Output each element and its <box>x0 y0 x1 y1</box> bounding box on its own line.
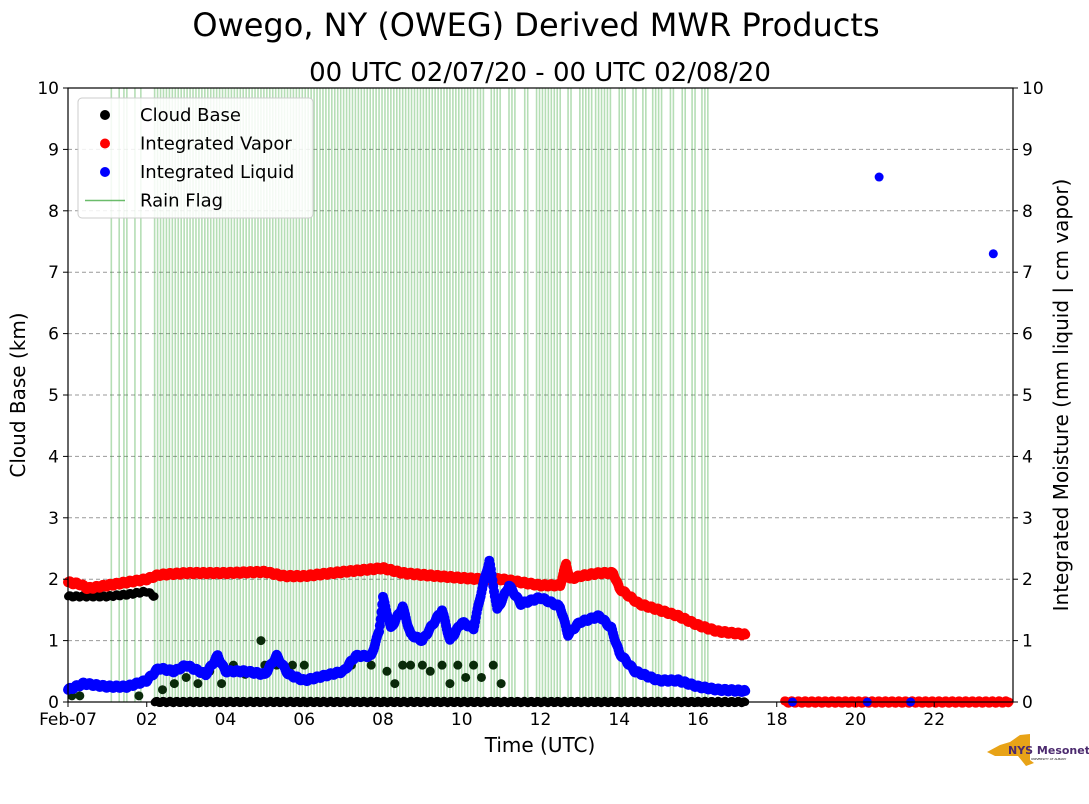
series-cloud-base-zero- <box>150 696 750 708</box>
data-point <box>488 660 498 670</box>
y-right-tick-label: 9 <box>1022 140 1033 160</box>
y-tick-label: 10 <box>37 79 59 99</box>
data-point <box>445 679 455 689</box>
x-tick-label: 06 <box>293 710 315 730</box>
y-tick-label: 6 <box>48 325 59 345</box>
x-tick-label: 04 <box>215 710 237 730</box>
chart-subtitle: 00 UTC 02/07/20 - 00 UTC 02/08/20 <box>309 58 771 88</box>
legend-label: Integrated Vapor <box>140 134 292 155</box>
y-tick-label: 9 <box>48 140 59 160</box>
legend-marker <box>100 138 110 149</box>
data-point <box>406 660 416 670</box>
legend-label: Rain Flag <box>140 191 223 212</box>
x-tick-label: 18 <box>766 710 788 730</box>
logo-subtext: UNIVERSITY AT ALBANY <box>1031 757 1066 761</box>
series-integrated-vapor <box>63 558 751 641</box>
data-point <box>461 672 471 682</box>
data-point <box>988 249 998 259</box>
data-point <box>425 666 435 676</box>
y-right-axis-label: Integrated Moisture (mm liquid | cm vapo… <box>1049 179 1073 612</box>
data-point <box>75 691 85 701</box>
data-point <box>453 660 463 670</box>
x-tick-label: 20 <box>845 710 867 730</box>
x-tick-label: 14 <box>608 710 630 730</box>
y-tick-label: 4 <box>48 447 59 467</box>
y-right-tick-label: 8 <box>1022 202 1033 222</box>
y-right-tick-label: 7 <box>1022 263 1033 283</box>
data-point <box>874 172 884 182</box>
data-point <box>150 592 159 601</box>
legend-label: Integrated Liquid <box>140 162 294 183</box>
data-point <box>193 679 203 689</box>
y-right-tick-label: 3 <box>1022 509 1033 529</box>
data-point <box>469 660 479 670</box>
x-tick-label: 16 <box>687 710 709 730</box>
y-right-tick-label: 0 <box>1022 693 1033 713</box>
data-point <box>158 685 167 695</box>
data-point <box>390 679 400 689</box>
data-point <box>287 660 297 670</box>
logo-text: NYS Mesonet <box>1008 744 1089 757</box>
y-right-tick-label: 4 <box>1022 447 1033 467</box>
data-point <box>181 672 191 682</box>
y-right-tick-label: 1 <box>1022 632 1033 652</box>
data-point <box>169 679 179 689</box>
legend-label: Cloud Base <box>140 105 241 126</box>
data-point <box>299 660 309 670</box>
data-point <box>366 660 376 670</box>
series-integrated-liquid <box>63 555 751 697</box>
data-point <box>476 672 486 682</box>
chart-title: Owego, NY (OWEG) Derived MWR Products <box>192 6 879 44</box>
y-tick-label: 8 <box>48 202 59 222</box>
data-point <box>437 660 447 670</box>
data-point <box>398 660 408 670</box>
y-tick-label: 1 <box>48 632 59 652</box>
data-point <box>417 660 427 670</box>
y-right-tick-label: 2 <box>1022 570 1033 590</box>
data-point <box>217 679 227 689</box>
x-tick-label: 08 <box>372 710 394 730</box>
data-point <box>382 666 392 676</box>
x-tick-label: 12 <box>530 710 552 730</box>
y-right-tick-label: 10 <box>1022 79 1044 99</box>
data-point <box>740 629 751 640</box>
y-right-tick-label: 5 <box>1022 386 1033 406</box>
series-cloud-base <box>64 586 159 602</box>
legend-marker <box>100 167 110 177</box>
x-tick-label: 10 <box>451 710 473 730</box>
data-point <box>496 679 506 689</box>
x-tick-label: 02 <box>136 710 158 730</box>
x-tick-label: 22 <box>923 710 945 730</box>
y-tick-label: 7 <box>48 263 59 283</box>
y-axis-label: Cloud Base (km) <box>6 312 30 477</box>
data-point <box>256 636 266 646</box>
y-tick-label: 0 <box>48 693 59 713</box>
x-tick-label: Feb-07 <box>39 710 97 730</box>
ny-state-shape <box>987 734 1034 766</box>
y-tick-label: 2 <box>48 570 59 590</box>
y-tick-label: 5 <box>48 386 59 406</box>
y-right-tick-label: 6 <box>1022 325 1033 345</box>
series-integrated-liquid-late- <box>788 172 998 707</box>
x-axis-label: Time (UTC) <box>484 733 596 757</box>
legend: Cloud Base Integrated Vapor Integrated Liq… <box>77 97 314 219</box>
legend-box <box>77 97 314 219</box>
legend-marker <box>100 110 110 120</box>
data-point <box>740 685 751 696</box>
data-point <box>134 691 144 701</box>
y-tick-label: 3 <box>48 509 59 529</box>
